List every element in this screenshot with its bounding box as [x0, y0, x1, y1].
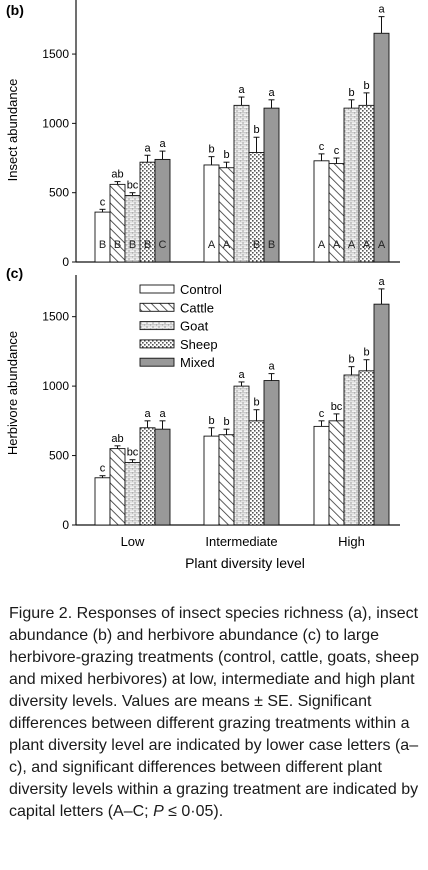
legend-swatch-cattle	[139, 302, 175, 312]
significance-letter: b	[363, 347, 369, 359]
group-letter: A	[348, 239, 356, 251]
significance-letter: bc	[127, 180, 139, 192]
significance-letter: b	[208, 415, 214, 427]
significance-letter: c	[334, 145, 340, 157]
group-letter: A	[208, 239, 216, 251]
x-category-label: Low	[121, 534, 145, 549]
significance-letter: bc	[331, 401, 343, 413]
panel-b-ylabel: Insect abundance	[5, 79, 20, 182]
bar-control-intermediate	[203, 435, 220, 526]
group-letter: B	[99, 239, 106, 251]
bar-cattle-intermediate	[218, 434, 235, 526]
significance-letter: b	[223, 149, 229, 161]
significance-letter: b	[348, 354, 354, 366]
legend-label-cattle: Cattle	[180, 300, 214, 315]
significance-letter: c	[100, 196, 106, 208]
significance-letter: a	[378, 4, 385, 16]
significance-letter: bc	[127, 447, 139, 459]
group-letter: A	[223, 239, 231, 251]
significance-letter: b	[253, 124, 259, 136]
significance-letter: a	[268, 87, 275, 99]
bar-goat-intermediate	[233, 104, 250, 263]
significance-letter: b	[223, 416, 229, 428]
significance-letter: b	[208, 144, 214, 156]
y-tick-label: 1000	[42, 116, 69, 130]
bar-goat-high	[343, 374, 360, 526]
group-letter: A	[363, 239, 371, 251]
y-tick-label: 500	[49, 449, 69, 463]
significance-letter: ab	[111, 433, 123, 445]
legend-label-sheep: Sheep	[180, 337, 218, 352]
significance-letter: b	[363, 80, 369, 92]
caption-text: Figure 2. Responses of insect species ri…	[9, 605, 419, 820]
bar-sheep-high	[358, 370, 375, 526]
legend-swatch-goat	[139, 321, 175, 331]
bar-sheep-low	[139, 427, 156, 526]
bar-cattle-high	[328, 420, 345, 526]
bar-goat-intermediate	[233, 385, 250, 526]
group-letter: B	[114, 239, 121, 251]
group-letter: B	[268, 239, 275, 251]
panel-b-label: (b)	[6, 2, 24, 18]
x-category-label: Intermediate	[205, 534, 277, 549]
caption-p-symbol: P	[153, 803, 164, 820]
y-tick-label: 1500	[42, 310, 69, 324]
significance-letter: a	[144, 408, 151, 420]
group-letter: B	[253, 239, 260, 251]
legend-swatch-sheep	[139, 339, 175, 349]
figure-caption: Figure 2. Responses of insect species ri…	[9, 603, 421, 823]
significance-letter: a	[378, 276, 385, 288]
panel-c-label: (c)	[6, 265, 23, 281]
group-letter: C	[159, 239, 167, 251]
bar-goat-low	[124, 195, 141, 263]
y-tick-label: 1000	[42, 379, 69, 393]
significance-letter: c	[319, 141, 325, 153]
legend-label-control: Control	[180, 282, 222, 297]
group-letter: A	[378, 239, 386, 251]
significance-letter: c	[319, 408, 325, 420]
panel-c-herbivore-abundance: (c) Herbivore abundance Plant diversity …	[5, 265, 400, 571]
bar-sheep-intermediate	[248, 420, 265, 526]
y-tick-label: 0	[62, 255, 69, 269]
significance-letter: a	[238, 369, 245, 381]
significance-letter: a	[159, 408, 166, 420]
figure: (b) Insect abundance 050010001500cBabBbc…	[5, 0, 400, 571]
y-tick-label: 0	[62, 518, 69, 532]
bar-control-low	[94, 211, 111, 263]
group-letter: A	[318, 239, 326, 251]
y-tick-label: 500	[49, 186, 69, 200]
bar-mixed-intermediate	[263, 380, 280, 526]
significance-letter: ab	[111, 169, 123, 181]
bar-mixed-low	[154, 428, 171, 526]
legend-swatch-control	[139, 284, 175, 294]
x-axis-title: Plant diversity level	[185, 555, 305, 571]
panel-b-insect-abundance: (b) Insect abundance 050010001500cBabBbc…	[5, 0, 400, 269]
panel-c-ylabel: Herbivore abundance	[5, 331, 20, 455]
group-letter: A	[333, 239, 341, 251]
significance-letter: a	[159, 138, 166, 150]
group-letter: B	[144, 239, 151, 251]
legend-label-mixed: Mixed	[180, 355, 215, 370]
bar-control-low	[94, 477, 111, 526]
significance-letter: c	[100, 463, 106, 475]
bar-goat-low	[124, 462, 141, 526]
bar-cattle-low	[109, 448, 126, 526]
legend-label-goat: Goat	[180, 319, 209, 334]
legend-swatch-mixed	[139, 357, 175, 367]
significance-letter: a	[268, 361, 275, 373]
significance-letter: b	[348, 87, 354, 99]
x-category-label: High	[338, 534, 365, 549]
significance-letter: a	[238, 84, 245, 96]
significance-letter: b	[253, 397, 259, 409]
caption-tail: ≤ 0·05).	[163, 803, 224, 820]
significance-letter: a	[144, 142, 151, 154]
group-letter: B	[129, 239, 136, 251]
bar-mixed-high	[373, 32, 390, 263]
bar-control-high	[313, 425, 330, 526]
y-tick-label: 1500	[42, 47, 69, 61]
bar-mixed-high	[373, 303, 390, 526]
